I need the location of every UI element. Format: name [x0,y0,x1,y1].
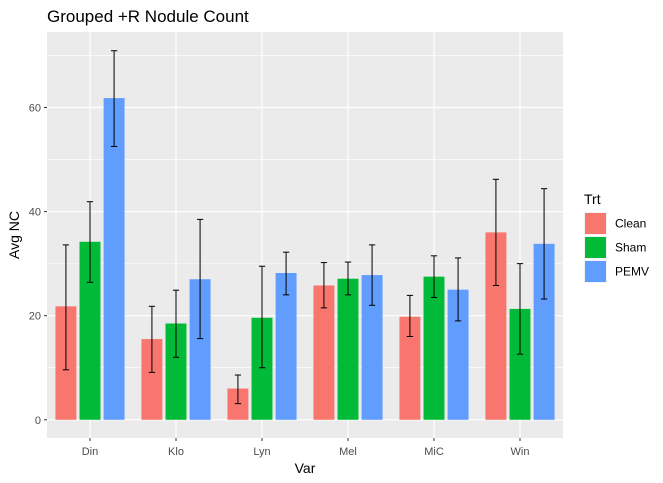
y-tick-label: 0 [35,415,41,427]
y-axis: 0 20 40 60 [29,102,47,427]
legend-title: Trt [584,191,601,207]
legend-key [585,261,606,282]
bar [313,285,335,420]
y-tick-label: 40 [29,207,41,219]
plot-panel [47,32,563,438]
bar [141,339,163,420]
x-tick-label: Din [82,446,99,458]
legend: Trt Clean Sham PEMV [584,191,649,283]
bars [55,98,555,420]
x-tick-label: MiC [424,446,444,458]
minor-gridlines [47,55,563,369]
bar [447,289,469,420]
y-tick-label: 20 [29,311,41,323]
bar [103,98,125,420]
bar [165,323,187,420]
x-tick-label: Lyn [253,446,270,458]
y-tick-label: 60 [29,102,41,114]
legend-label: Sham [615,241,646,255]
error-bars [62,50,548,405]
legend-label: PEMV [615,265,649,279]
bar [227,388,249,420]
bar [79,241,101,420]
bar [189,279,211,420]
bar [275,272,297,420]
y-axis-title: Avg NC [6,211,22,259]
x-axis-title: Var [295,460,316,476]
x-tick-label: Klo [168,446,184,458]
bar [485,232,507,420]
bar [399,316,421,420]
legend-key [585,213,606,234]
bar [533,243,555,420]
x-tick-label: Mel [339,446,357,458]
bar [251,317,273,420]
legend-key [585,237,606,258]
x-tick-label: Win [511,446,530,458]
bar [509,308,531,420]
bar [337,278,359,420]
chart-title: Grouped +R Nodule Count [47,7,249,26]
x-axis: Din Klo Lyn Mel MiC Win [82,438,530,458]
bar [361,275,383,420]
legend-label: Clean [615,217,646,231]
bar [423,276,445,420]
